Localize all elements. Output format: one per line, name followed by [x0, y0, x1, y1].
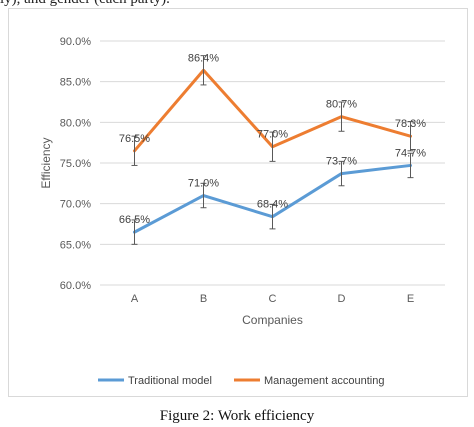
series-group — [131, 55, 414, 245]
data-label: 71.0% — [188, 178, 219, 190]
y-tick-label: 60.0% — [60, 280, 91, 292]
y-tick-label: 65.0% — [60, 239, 91, 251]
data-label: 68.4% — [257, 199, 288, 211]
y-tick-label: 70.0% — [60, 199, 91, 211]
x-axis-title: Companies — [242, 313, 303, 327]
series-traditional-model — [131, 152, 414, 245]
legend: Traditional model Management accounting — [98, 375, 384, 387]
data-label: 76.5% — [119, 133, 150, 145]
data-label: 80.7% — [326, 99, 357, 111]
y-tick-label: 75.0% — [60, 158, 91, 170]
y-tick-label: 85.0% — [60, 77, 91, 89]
legend-label: Traditional model — [128, 375, 212, 387]
data-label: 86.4% — [188, 52, 219, 64]
data-labels: 66.5% 71.0% 68.4% 73.7% 74.7% 76.5% 86.4% 77.0%… — [119, 52, 426, 226]
y-axis-title: Efficiency — [39, 137, 53, 188]
legend-item: Traditional model — [98, 375, 212, 387]
data-label: 73.7% — [326, 156, 357, 168]
figure-caption: Figure 2: Work efficiency — [159, 408, 315, 424]
data-label: 74.7% — [395, 147, 426, 159]
line-chart: 60.0% 65.0% 70.0% 75.0% 80.0% 85.0% 90.0% A B C D… — [39, 36, 445, 387]
y-tick-label: 80.0% — [60, 117, 91, 129]
x-tick-label: E — [407, 293, 414, 305]
y-axis-ticks: 60.0% 65.0% 70.0% 75.0% 80.0% 85.0% 90.0% — [60, 36, 91, 292]
x-tick-label: C — [269, 293, 277, 305]
x-tick-label: D — [338, 293, 346, 305]
x-tick-label: B — [200, 293, 207, 305]
y-tick-label: 90.0% — [60, 36, 91, 48]
chart-frame — [8, 8, 468, 397]
legend-label: Management accounting — [264, 375, 384, 387]
data-label: 78.3% — [395, 118, 426, 130]
series-management-accounting — [131, 55, 414, 166]
gridlines — [100, 40, 445, 286]
data-label: 66.5% — [119, 214, 150, 226]
legend-item: Management accounting — [234, 375, 384, 387]
x-tick-label: A — [131, 293, 139, 305]
previous-text-fragment: ly), and gender (each party). — [0, 0, 474, 8]
data-label: 77.0% — [257, 129, 288, 141]
x-axis-ticks: A B C D E — [131, 293, 414, 305]
